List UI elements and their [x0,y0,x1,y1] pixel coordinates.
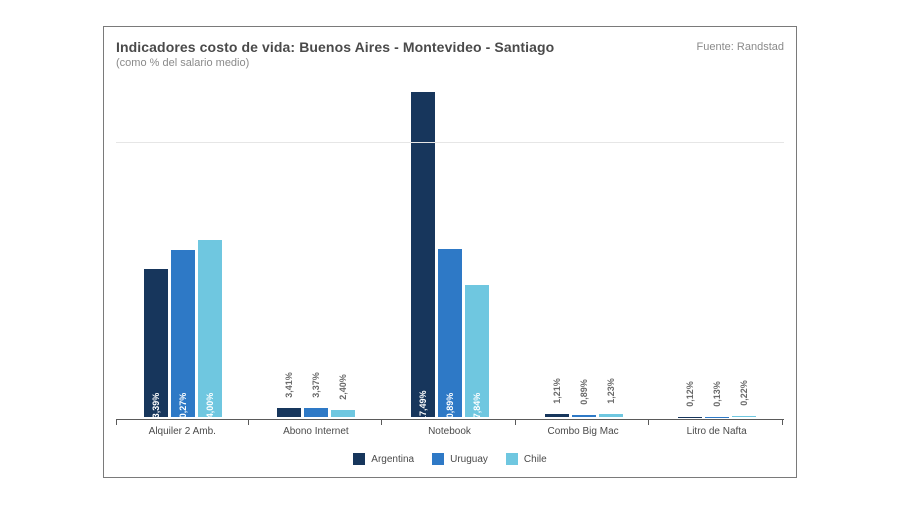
bars-container: 53,39%60,27%64,00%3,41%3,37%2,40%117,49%… [116,87,784,417]
bar [545,414,569,417]
bar-value-label: 1,23% [606,378,616,404]
bar-group: 0,12%0,13%0,22% [650,416,784,417]
x-axis: Alquiler 2 Amb.Abono InternetNotebookCom… [116,419,784,437]
bar-value-label: 0,89% [579,379,589,405]
x-axis-label: Alquiler 2 Amb. [116,420,250,437]
legend-swatch [432,453,444,465]
bar-value-label: 2,40% [338,375,348,401]
bar-group: 117,49%60,89%47,84% [383,92,517,417]
bar-wrap: 64,00% [198,240,222,417]
bar-value-label: 0,13% [712,381,722,407]
x-axis-label: Notebook [383,420,517,437]
bar-value-label: 0,12% [685,381,695,407]
header: Indicadores costo de vida: Buenos Aires … [116,39,784,69]
bar-wrap: 53,39% [144,269,168,417]
legend-label: Uruguay [450,454,488,465]
legend-label: Argentina [371,454,414,465]
bar-wrap: 47,84% [465,285,489,417]
plot-area: 53,39%60,27%64,00%3,41%3,37%2,40%117,49%… [116,87,784,417]
bar-wrap: 3,41% [277,408,301,417]
chart-container: Indicadores costo de vida: Buenos Aires … [116,39,784,465]
bar-wrap: 1,23% [599,414,623,417]
bar: 53,39% [144,269,168,417]
bar: 60,89% [438,249,462,417]
chart-source: Fuente: Randstad [697,41,784,53]
bar: 47,84% [465,285,489,417]
bar-wrap: 60,89% [438,249,462,417]
bar-value-label: 3,37% [311,372,321,398]
legend-swatch [353,453,365,465]
bar-wrap: 2,40% [331,410,355,417]
bar-wrap: 117,49% [411,92,435,417]
bar-value-label: 1,21% [552,378,562,404]
bar [572,415,596,417]
bar: 64,00% [198,240,222,417]
x-axis-label: Combo Big Mac [517,420,651,437]
bar [304,408,328,417]
bar-wrap: 60,27% [171,250,195,417]
bar-value-label: 0,22% [739,381,749,407]
bar: 60,27% [171,250,195,417]
bar-wrap: 1,21% [545,414,569,417]
bar-group: 1,21%0,89%1,23% [517,414,651,417]
bar [732,416,756,417]
legend-label: Chile [524,454,547,465]
bar-wrap: 0,89% [572,415,596,417]
legend-swatch [506,453,518,465]
bar-group: 53,39%60,27%64,00% [116,240,250,417]
legend-item: Argentina [353,453,414,465]
legend-item: Uruguay [432,453,488,465]
chart-subtitle: (como % del salario medio) [116,57,554,69]
x-axis-label: Abono Internet [250,420,384,437]
bar-group: 3,41%3,37%2,40% [250,408,384,417]
title-block: Indicadores costo de vida: Buenos Aires … [116,39,554,69]
bar [599,414,623,417]
bar [331,410,355,417]
legend: Argentina Uruguay Chile [116,453,784,465]
chart-frame: Indicadores costo de vida: Buenos Aires … [103,26,797,478]
bar-wrap: 0,22% [732,416,756,417]
bar [277,408,301,417]
chart-title: Indicadores costo de vida: Buenos Aires … [116,39,554,55]
legend-item: Chile [506,453,547,465]
bar-wrap: 3,37% [304,408,328,417]
x-axis-label: Litro de Nafta [650,420,784,437]
bar-value-label: 3,41% [284,372,294,398]
gridline [116,142,784,143]
bar: 117,49% [411,92,435,417]
